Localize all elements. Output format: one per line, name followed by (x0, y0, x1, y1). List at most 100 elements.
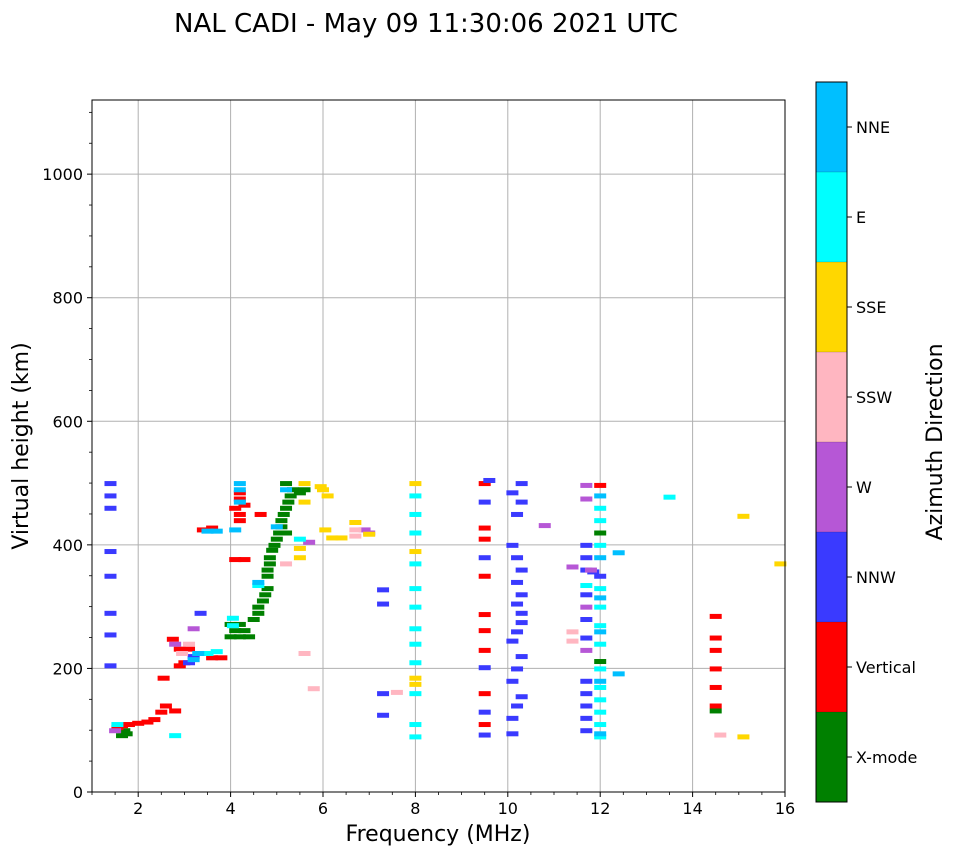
data-point (506, 638, 519, 644)
data-point (104, 505, 117, 511)
data-point (206, 655, 219, 661)
data-point (663, 494, 676, 500)
data-point (252, 604, 265, 610)
data-point (224, 634, 237, 640)
data-point (580, 604, 593, 610)
data-point (261, 586, 274, 592)
data-point (141, 719, 154, 725)
data-point (594, 505, 607, 511)
data-point (478, 612, 491, 618)
data-point (409, 561, 422, 567)
x-tick-label: 14 (682, 799, 702, 818)
data-point (233, 511, 246, 517)
data-point (566, 564, 579, 570)
data-point (409, 660, 422, 666)
data-point (363, 531, 376, 537)
series-nnw (104, 477, 607, 738)
data-point (215, 655, 228, 661)
data-point (566, 629, 579, 635)
data-point (478, 647, 491, 653)
y-axis-ticks: 0 200 400 600 800 1000 (42, 111, 92, 802)
series-ssw (176, 527, 727, 738)
series-nne (187, 481, 625, 737)
data-point (104, 481, 117, 487)
data-point (511, 555, 524, 561)
y-tick-label: 800 (52, 289, 83, 308)
data-point (709, 708, 722, 714)
colorbar-swatch (816, 172, 847, 262)
data-point (594, 678, 607, 684)
data-point (377, 587, 390, 593)
x-tick-label: 6 (318, 799, 328, 818)
y-axis-label: Virtual height (km) (9, 342, 34, 549)
data-point (238, 502, 251, 508)
colorbar-category-label: X-mode (856, 748, 917, 767)
x-tick-label: 12 (590, 799, 610, 818)
plot-frame (91, 99, 786, 793)
y-tick-label: 400 (52, 536, 83, 555)
data-point (358, 527, 371, 533)
data-point (298, 650, 311, 656)
data-point (478, 665, 491, 671)
data-point (286, 487, 299, 493)
colorbar-category-label: Vertical (856, 658, 916, 677)
data-point (201, 528, 214, 534)
data-point (183, 641, 196, 647)
data-point (233, 496, 246, 502)
data-point (409, 511, 422, 517)
data-point (478, 573, 491, 579)
data-point (293, 536, 306, 542)
data-point (266, 547, 279, 553)
data-point (254, 511, 267, 517)
data-point (594, 555, 607, 561)
data-point (709, 647, 722, 653)
data-point (612, 550, 625, 556)
data-point (169, 641, 182, 647)
data-point (714, 732, 727, 738)
data-point (280, 505, 293, 511)
data-point (118, 728, 131, 734)
data-point (515, 499, 528, 505)
data-point (478, 722, 491, 728)
data-point (122, 722, 135, 728)
data-point (737, 513, 750, 519)
data-point (166, 636, 179, 642)
x-tick-label: 4 (226, 799, 236, 818)
data-point (594, 641, 607, 647)
data-point (252, 579, 265, 585)
data-point (169, 733, 182, 739)
data-point (111, 722, 124, 728)
data-point (317, 487, 329, 493)
data-point (226, 615, 239, 621)
data-point (515, 481, 528, 487)
data-point (159, 703, 172, 709)
data-point (580, 482, 593, 488)
data-point (594, 684, 607, 690)
colorbar-swatch (816, 442, 847, 532)
data-point (409, 530, 422, 536)
data-point (580, 555, 593, 561)
data-point (511, 703, 524, 709)
data-point (409, 586, 422, 592)
data-point (247, 617, 260, 622)
data-point (270, 536, 283, 542)
data-point (580, 728, 593, 734)
data-point (515, 567, 528, 573)
data-point (594, 482, 607, 488)
data-point (233, 490, 246, 496)
data-point (155, 709, 168, 715)
x-tick-label: 8 (410, 799, 420, 818)
data-point (737, 734, 750, 740)
data-point (594, 542, 607, 548)
data-point (233, 481, 246, 487)
data-point (183, 660, 196, 666)
colorbar-category-label: NNE (856, 118, 890, 137)
data-point (594, 629, 607, 635)
data-point (478, 555, 491, 561)
data-point (210, 649, 223, 655)
data-point (280, 487, 293, 493)
data-point (709, 666, 722, 672)
series-e (111, 493, 676, 740)
data-point (293, 490, 306, 496)
